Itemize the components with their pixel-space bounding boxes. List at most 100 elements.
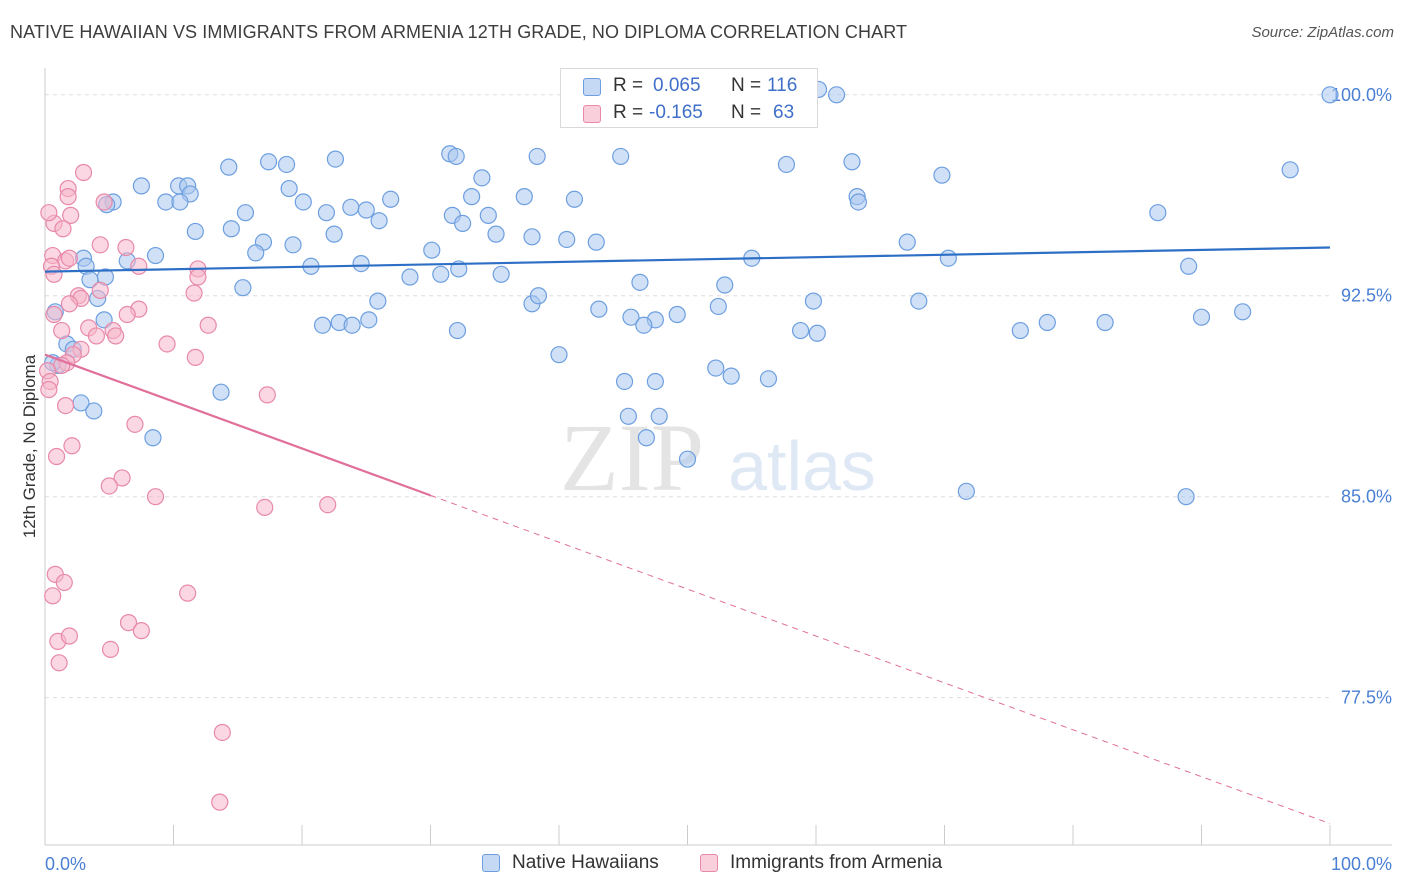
armenia-immigrant-point [40,380,58,399]
native-hawaiian-point [615,372,634,391]
watermark-atlas: atlas [728,427,876,505]
native-hawaiian-point [369,292,387,310]
native-hawaiian-point [326,150,345,168]
armenia-immigrant-point [256,498,274,517]
stats-swatch-pink [583,105,601,123]
native-hawaiian-point [910,292,928,310]
legend-item-native-hawaiians[interactable]: Native Hawaiians [482,852,659,874]
stats-r-value: 0.065 [653,75,701,96]
native-hawaiian-point [284,236,302,254]
native-hawaiian-point [186,222,204,241]
native-hawaiian-point [808,324,826,342]
native-hawaiian-point [212,383,230,401]
native-hawaiian-point [587,233,605,251]
armenia-immigrant-point [186,348,204,366]
native-hawaiian-point [423,241,441,259]
native-hawaiian-point [933,166,951,184]
armenia-immigrant-point [53,321,71,340]
native-hawaiian-point [325,225,343,243]
native-hawaiian-point [454,214,472,232]
armenia-immigrant-point [40,204,58,222]
armenia-immigrant-point [45,265,63,283]
legend-item-immigrants-from-armenia[interactable]: Immigrants from Armenia [700,852,942,874]
native-hawaiian-point [1149,204,1167,222]
y-tick-label: 100.0% [1331,85,1392,105]
armenia-immigrant-point [74,163,93,182]
stats-row-native-hawaiians: R = 0.065 N = 116 [561,73,819,101]
native-hawaiian-point [277,155,296,174]
native-hawaiian-point [247,244,265,262]
native-hawaiian-point [1011,321,1029,340]
armenia-immigrant-point [107,327,125,345]
y-tick-label: 77.5% [1341,688,1392,708]
stats-n-value: 63 [773,102,795,123]
chart-title: NATIVE HAWAIIAN VS IMMIGRANTS FROM ARMEN… [10,22,908,42]
native-hawaiian-point [448,321,467,340]
native-hawaiian-point [370,212,388,230]
armenia-immigrant-point [45,305,63,324]
native-hawaiian-point [827,86,846,104]
native-hawaiian-point [447,147,465,166]
y-tick-label: 85.0% [1341,487,1392,507]
native-hawaiian-point [357,201,375,219]
armenia-immigrant-point [146,488,165,506]
native-hawaiian-point [146,246,165,265]
native-hawaiian-point [343,316,361,334]
armenia-immigrant-point [117,238,135,257]
native-hawaiian-point [382,190,400,208]
armenia-immigrant-point [60,295,79,313]
native-hawaiian-point [352,254,370,273]
native-hawaiian-point [707,359,725,377]
armenia-immigrant-point [101,640,120,659]
armenia-immigrant-point [56,396,75,415]
armenia-immigrant-point [62,206,80,224]
stats-swatch-blue [583,78,601,96]
armenia-immigrant-point [60,249,79,267]
armenia-immigrant-point [158,335,176,353]
armenia-immigrant-point [179,584,197,602]
native-hawaiian-point [1180,257,1198,275]
native-hawaiian-point [1096,313,1114,332]
native-hawaiian-point [234,279,252,297]
native-hawaiian-point [515,188,533,206]
native-hawaiian-point [1281,161,1299,179]
native-hawaiian-point [843,153,861,171]
native-hawaiian-point [259,153,278,171]
series-immigrants-from-armenia [38,163,337,811]
armenia-immigrant-point [213,723,231,742]
armenia-immigrant-point [258,386,276,404]
y-axis-label: 12th Grade, No Diploma [20,354,39,538]
armenia-trendline-dashed [430,494,1331,825]
native-hawaiian-point [759,370,778,388]
armenia-immigrant-point [55,573,73,592]
native-hawaiian-point [777,155,796,174]
armenia-immigrant-point [59,188,77,206]
native-hawaiian-point [619,407,637,425]
armenia-immigrant-point [100,477,118,495]
armenia-immigrant-point [118,305,136,324]
legend-swatch-pink [700,854,718,872]
armenia-immigrant-point [113,469,131,487]
native-hawaiian-point [1038,313,1056,332]
native-hawaiian-point [1192,308,1211,326]
armenia-immigrant-point [44,587,62,605]
x-tick-label: 0.0% [45,854,86,874]
stats-r-label: R = [613,102,644,123]
stats-n-value: 116 [767,75,798,96]
native-hawaiian-point [939,249,957,267]
native-hawaiian-point [791,321,810,340]
native-hawaiian-point [1177,488,1195,506]
native-hawaiian-point [432,265,450,283]
native-hawaiian-point [590,300,608,318]
stats-r-value: -0.165 [649,102,703,123]
native-hawaiian-point [171,193,189,211]
native-hawaiians-trendline [44,246,1331,273]
armenia-immigrant-point [87,327,106,345]
native-hawaiian-point [360,311,378,329]
native-hawaiian-point [317,204,336,222]
armenia-immigrant-point [319,496,337,514]
native-hawaiian-point [804,292,823,310]
armenia-immigrant-point [95,193,113,211]
native-hawaiian-point [1321,86,1339,104]
